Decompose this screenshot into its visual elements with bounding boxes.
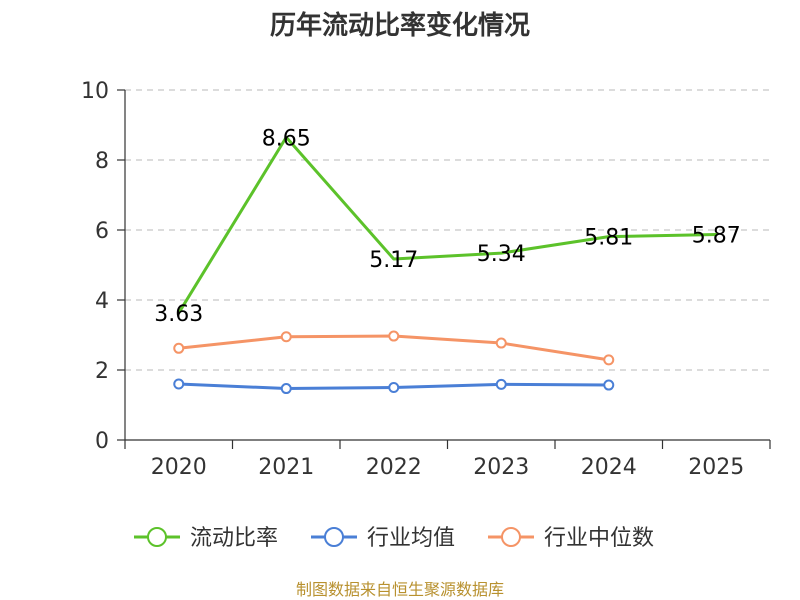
x-tick-label: 2024 bbox=[581, 455, 637, 480]
legend-label: 行业中位数 bbox=[544, 526, 654, 551]
source-note: 制图数据来自恒生聚源数据库 bbox=[296, 580, 504, 599]
y-tick-label: 6 bbox=[95, 219, 109, 244]
data-point bbox=[603, 379, 615, 391]
x-tick-label: 2022 bbox=[366, 455, 422, 480]
legend-marker bbox=[324, 527, 344, 547]
data-label: 5.17 bbox=[369, 248, 418, 273]
legend: 流动比率 行业均值 行业中位数 bbox=[134, 526, 654, 551]
data-point bbox=[388, 382, 400, 393]
data-labels: 3.63 8.65 5.17 5.34 5.81 5.87 bbox=[154, 126, 740, 327]
data-point bbox=[280, 383, 292, 395]
y-tick-label: 10 bbox=[81, 79, 109, 104]
series-line-0 bbox=[177, 135, 718, 315]
data-label: 5.87 bbox=[692, 224, 741, 249]
data-point bbox=[603, 354, 615, 366]
x-tick-label: 2020 bbox=[151, 455, 207, 480]
series-layer bbox=[173, 135, 718, 395]
y-tick-label: 0 bbox=[95, 429, 109, 454]
data-label: 8.65 bbox=[262, 126, 311, 151]
y-tick-label: 4 bbox=[95, 289, 109, 314]
x-tick-label: 2023 bbox=[473, 455, 529, 480]
chart-title: 历年流动比率变化情况 bbox=[270, 10, 530, 41]
data-point bbox=[495, 337, 507, 349]
data-point bbox=[388, 330, 400, 342]
data-point bbox=[280, 331, 292, 343]
legend-label: 流动比率 bbox=[190, 526, 278, 551]
data-label: 3.63 bbox=[154, 302, 203, 327]
legend-label: 行业均值 bbox=[367, 526, 455, 551]
legend-marker bbox=[501, 527, 521, 547]
data-label: 5.81 bbox=[584, 226, 633, 251]
legend-marker bbox=[147, 527, 167, 547]
data-point bbox=[495, 378, 507, 390]
x-tick-label: 2025 bbox=[688, 455, 744, 480]
data-label: 5.34 bbox=[477, 242, 526, 267]
y-tick-label: 2 bbox=[95, 359, 109, 384]
y-tick-label: 8 bbox=[95, 149, 109, 174]
data-point bbox=[173, 378, 185, 390]
grid-lines bbox=[125, 89, 770, 371]
axes: 0 2 4 6 8 10 2020 2021 2022 2023 2024 2025 bbox=[81, 79, 771, 480]
data-point bbox=[173, 342, 185, 354]
x-tick-label: 2021 bbox=[258, 455, 314, 480]
